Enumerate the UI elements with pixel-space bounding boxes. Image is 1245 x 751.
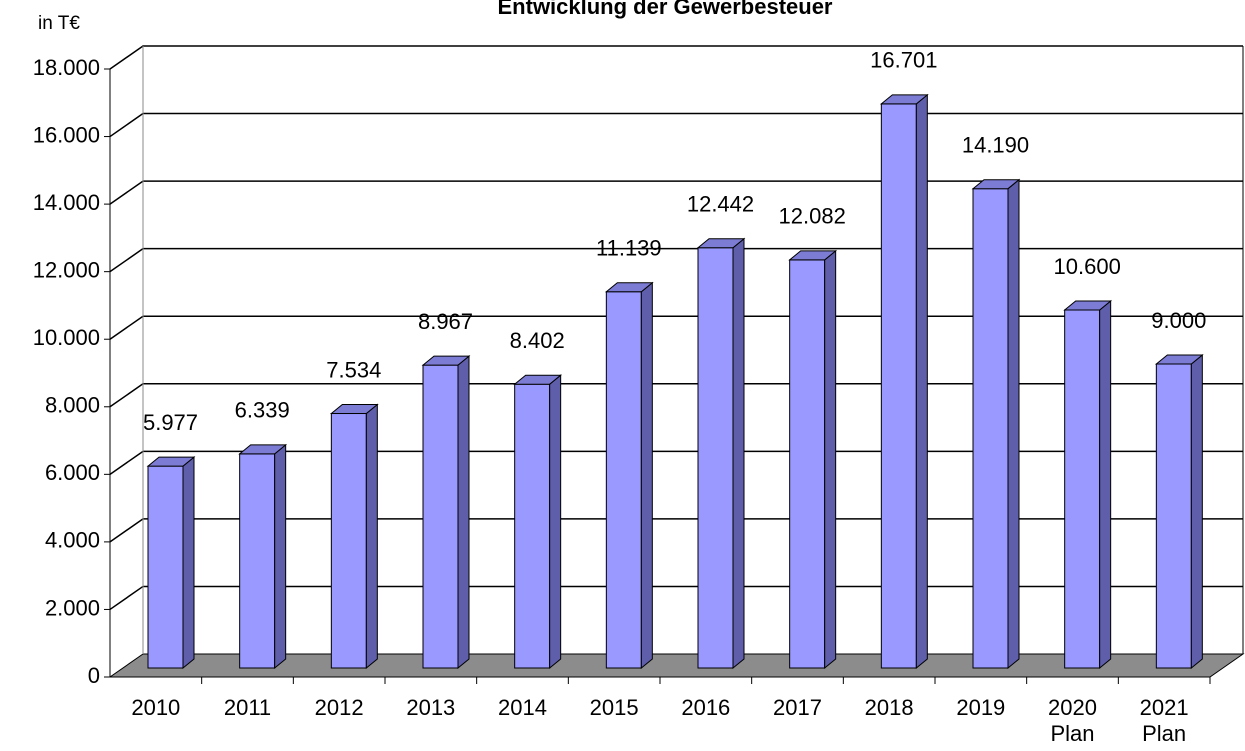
value-label: 16.701 xyxy=(870,48,937,73)
value-label: 5.977 xyxy=(143,410,198,435)
y-tick-label: 10.000 xyxy=(33,325,100,350)
bar-side xyxy=(182,456,195,670)
x-tick-label: 2019 xyxy=(956,695,1006,720)
x-tick-label: 2020 Plan xyxy=(1048,695,1097,746)
bar-side xyxy=(549,374,562,670)
bar-side xyxy=(274,443,287,670)
chart-title: Entwicklung der Gewerbesteuer xyxy=(498,0,833,19)
bar xyxy=(880,103,917,669)
bar-top xyxy=(146,456,196,467)
bar-side xyxy=(365,403,378,670)
bar-top xyxy=(1154,354,1204,365)
bar-side xyxy=(732,237,745,670)
y-tick-label: 0 xyxy=(88,663,100,688)
bar xyxy=(1155,363,1192,669)
value-label: 6.339 xyxy=(235,398,290,423)
bar-top xyxy=(879,94,929,105)
bar xyxy=(422,364,459,669)
bar-side xyxy=(915,93,928,670)
bar-top xyxy=(696,238,746,249)
bar-top xyxy=(604,282,654,293)
y-tick-label: 16.000 xyxy=(33,122,100,147)
value-label: 12.082 xyxy=(779,204,846,229)
value-label: 8.402 xyxy=(510,328,565,353)
x-tick-label: 2016 xyxy=(681,695,731,720)
grid-line xyxy=(109,112,1243,138)
y-tick-label: 4.000 xyxy=(45,528,100,553)
bar-top xyxy=(421,355,471,366)
x-tick-label: 2012 xyxy=(314,695,364,720)
bar-side xyxy=(1007,178,1020,670)
x-tick-label: 2017 xyxy=(773,695,822,720)
value-label: 11.139 xyxy=(596,236,662,261)
bar-side xyxy=(824,249,837,670)
value-label: 9.000 xyxy=(1151,308,1206,333)
bar-top xyxy=(971,179,1021,190)
y-tick-label: 12.000 xyxy=(33,257,100,282)
x-tick-label: 2011 xyxy=(223,695,272,720)
x-tick-label: 2010 xyxy=(131,695,181,720)
y-unit: in T€ xyxy=(38,13,80,34)
value-label: 8.967 xyxy=(418,309,473,334)
bar xyxy=(789,259,826,669)
y-tick-label: 8.000 xyxy=(45,393,100,418)
value-label: 12.442 xyxy=(687,192,754,217)
bar xyxy=(330,413,367,669)
value-label: 14.190 xyxy=(962,133,1029,158)
bar-top xyxy=(1063,300,1113,311)
bar xyxy=(1064,309,1101,669)
x-tick-label: 2013 xyxy=(406,695,456,720)
x-tick-label: 2014 xyxy=(498,695,547,720)
bar-side xyxy=(1190,353,1203,670)
bar-top xyxy=(329,404,379,415)
value-label: 10.600 xyxy=(1054,254,1121,279)
grid-line xyxy=(109,180,1243,205)
bar xyxy=(697,247,734,669)
x-tick-label: 2015 xyxy=(589,695,639,720)
y-tick-label: 2.000 xyxy=(45,595,100,620)
bar-top xyxy=(513,374,563,385)
bar xyxy=(239,453,276,669)
bar xyxy=(972,188,1009,669)
bar-top xyxy=(788,250,838,261)
bar-top xyxy=(238,444,288,455)
bar-side xyxy=(1099,299,1112,670)
bar xyxy=(605,291,642,669)
bar-side xyxy=(640,281,653,670)
bar-side xyxy=(457,355,470,670)
y-tick-label: 14.000 xyxy=(33,190,100,215)
bar xyxy=(514,383,551,669)
bar xyxy=(147,465,184,669)
y-tick-label: 18.000 xyxy=(33,55,100,80)
x-tick-label: 2018 xyxy=(864,695,914,720)
x-tick-label: 2021 Plan xyxy=(1139,695,1189,746)
value-label: 7.534 xyxy=(326,357,381,382)
y-tick-label: 6.000 xyxy=(45,460,100,485)
grid-line xyxy=(109,45,1243,70)
